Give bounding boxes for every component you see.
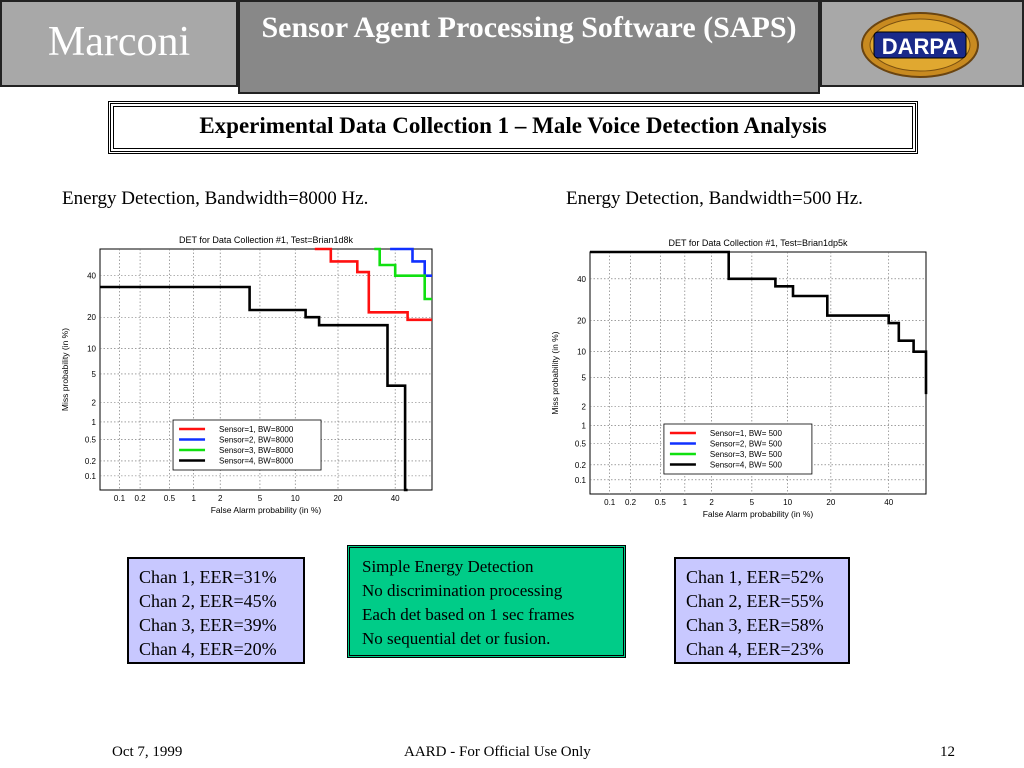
marconi-logo: Marconi	[47, 19, 191, 65]
note-line: No sequential det or fusion.	[362, 629, 551, 648]
darpa-seal-text: DARPA	[882, 34, 959, 59]
x-axis-label: False Alarm probability (in %)	[703, 509, 814, 519]
x-tick-label: 10	[291, 494, 300, 503]
eer-box-500hz: Chan 1, EER=52% Chan 2, EER=55% Chan 3, …	[674, 557, 850, 664]
y-tick-label: 5	[92, 370, 97, 379]
eer-line: Chan 4, EER=20%	[139, 639, 277, 659]
eer-line: Chan 1, EER=52%	[686, 567, 824, 587]
y-tick-label: 10	[577, 348, 586, 357]
header-left-panel	[0, 0, 238, 87]
y-tick-label: 0.1	[575, 476, 587, 485]
footer-date: Oct 7, 1999	[112, 744, 183, 760]
x-tick-label: 10	[783, 498, 792, 507]
legend-entry: Sensor=3, BW=8000	[219, 446, 294, 455]
eer-line: Chan 2, EER=45%	[139, 591, 277, 611]
series-line-sensor-3	[374, 247, 432, 301]
x-tick-label: 2	[709, 498, 714, 507]
x-tick-label: 0.1	[604, 498, 616, 507]
y-tick-label: 1	[582, 422, 587, 431]
legend-entry: Sensor=2, BW=8000	[219, 436, 294, 445]
legend-entry: Sensor=2, BW= 500	[710, 440, 783, 449]
eer-line: Chan 3, EER=58%	[686, 615, 824, 635]
method-notes-box: Simple Energy Detection No discriminatio…	[347, 545, 626, 658]
y-axis-label: Miss probability (in %)	[550, 331, 560, 414]
y-tick-label: 5	[582, 373, 587, 382]
series-line-sensor-4	[590, 250, 928, 395]
eer-line: Chan 1, EER=31%	[139, 567, 277, 587]
x-axis-label: False Alarm probability (in %)	[211, 505, 322, 515]
x-tick-label: 0.2	[135, 494, 147, 503]
darpa-seal-icon: DARPA	[861, 12, 979, 78]
x-tick-label: 5	[750, 498, 755, 507]
y-tick-label: 0.2	[575, 461, 587, 470]
series-line-sensor-4	[100, 285, 408, 492]
y-tick-label: 2	[582, 402, 587, 411]
y-tick-label: 0.2	[85, 457, 97, 466]
x-tick-label: 20	[826, 498, 835, 507]
y-tick-label: 20	[577, 317, 586, 326]
footer-page-number: 12	[940, 744, 955, 760]
y-tick-label: 2	[92, 399, 97, 408]
left-chart-caption: Energy Detection, Bandwidth=8000 Hz.	[62, 188, 369, 209]
subtitle-frame	[108, 101, 918, 154]
y-tick-label: 40	[577, 275, 586, 284]
eer-line: Chan 4, EER=23%	[686, 639, 824, 659]
y-tick-label: 0.5	[575, 439, 587, 448]
y-axis-label: Miss probability (in %)	[60, 328, 70, 411]
header-title-panel	[238, 0, 820, 94]
legend-entry: Sensor=4, BW= 500	[710, 461, 783, 470]
det-chart-left: DET for Data Collection #1, Test=Brian1d…	[60, 235, 433, 515]
x-tick-label: 2	[218, 494, 223, 503]
subtitle: Experimental Data Collection 1 – Male Vo…	[199, 113, 827, 138]
legend-entry: Sensor=4, BW=8000	[219, 457, 294, 466]
slide-title: Sensor Agent Processing Software (SAPS)	[261, 11, 797, 44]
x-tick-label: 1	[191, 494, 196, 503]
legend-entry: Sensor=1, BW=8000	[219, 425, 294, 434]
note-line: No discrimination processing	[362, 581, 563, 600]
legend-entry: Sensor=1, BW= 500	[710, 429, 783, 438]
chart-title: DET for Data Collection #1, Test=Brian1d…	[179, 235, 354, 245]
y-tick-label: 1	[92, 418, 97, 427]
note-line: Simple Energy Detection	[362, 557, 534, 576]
series-line-sensor-1	[314, 247, 432, 322]
right-chart-caption: Energy Detection, Bandwidth=500 Hz.	[566, 188, 863, 209]
x-tick-label: 40	[391, 494, 400, 503]
y-tick-label: 10	[87, 344, 96, 353]
x-tick-label: 40	[884, 498, 893, 507]
legend-entry: Sensor=3, BW= 500	[710, 450, 783, 459]
chart-title: DET for Data Collection #1, Test=Brian1d…	[668, 238, 848, 248]
x-tick-label: 20	[334, 494, 343, 503]
y-tick-label: 0.1	[85, 472, 97, 481]
eer-line: Chan 3, EER=39%	[139, 615, 277, 635]
y-tick-label: 40	[87, 272, 96, 281]
x-tick-label: 0.1	[114, 494, 126, 503]
y-tick-label: 20	[87, 313, 96, 322]
x-tick-label: 5	[258, 494, 263, 503]
det-chart-right: DET for Data Collection #1, Test=Brian1d…	[550, 238, 928, 519]
eer-line: Chan 2, EER=55%	[686, 591, 824, 611]
x-tick-label: 0.5	[164, 494, 176, 503]
note-line: Each det based on 1 sec frames	[362, 605, 575, 624]
x-tick-label: 1	[683, 498, 688, 507]
x-tick-label: 0.5	[655, 498, 667, 507]
footer-classification: AARD - For Official Use Only	[404, 744, 591, 760]
x-tick-label: 0.2	[625, 498, 637, 507]
y-tick-label: 0.5	[85, 436, 97, 445]
eer-box-8000hz: Chan 1, EER=31% Chan 2, EER=45% Chan 3, …	[127, 557, 305, 664]
